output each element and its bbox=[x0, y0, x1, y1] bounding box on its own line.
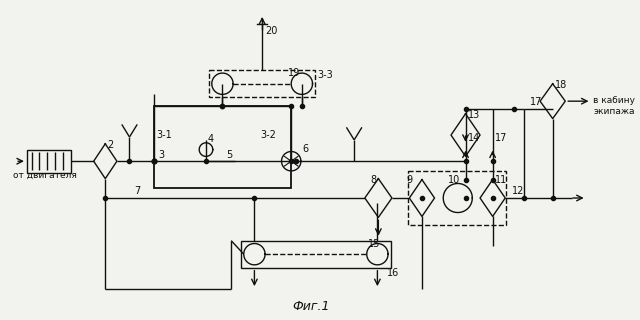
Bar bbox=[154, 106, 291, 188]
Bar bbox=[408, 171, 506, 225]
Text: 17: 17 bbox=[531, 97, 543, 107]
Bar bbox=[241, 241, 391, 268]
Text: 3: 3 bbox=[159, 149, 164, 160]
Text: 6: 6 bbox=[303, 144, 309, 154]
Text: 3-1: 3-1 bbox=[157, 130, 172, 140]
Bar bbox=[27, 149, 72, 173]
Text: 14: 14 bbox=[467, 133, 480, 143]
Text: 16: 16 bbox=[387, 268, 399, 278]
Text: 15: 15 bbox=[368, 239, 380, 249]
Text: 8: 8 bbox=[371, 175, 377, 185]
Text: в кабину
экипажа: в кабину экипажа bbox=[593, 96, 636, 116]
Text: 2: 2 bbox=[108, 140, 113, 150]
Text: 7: 7 bbox=[134, 186, 141, 196]
Text: от двигателя: от двигателя bbox=[13, 171, 77, 180]
Text: 11: 11 bbox=[495, 175, 507, 185]
Text: 12: 12 bbox=[512, 186, 524, 196]
Text: 9: 9 bbox=[406, 175, 413, 185]
Text: 19: 19 bbox=[287, 68, 300, 78]
Text: 3-3: 3-3 bbox=[317, 70, 333, 80]
Text: 20: 20 bbox=[265, 26, 278, 36]
Text: 13: 13 bbox=[468, 110, 481, 120]
Text: 3-2: 3-2 bbox=[260, 130, 276, 140]
Text: 17: 17 bbox=[495, 133, 507, 143]
Text: 4: 4 bbox=[208, 134, 214, 144]
Text: Фиг.1: Фиг.1 bbox=[292, 300, 330, 313]
Text: 5: 5 bbox=[227, 149, 232, 160]
Bar bbox=[209, 70, 316, 97]
Text: 10: 10 bbox=[448, 175, 460, 185]
Text: 18: 18 bbox=[555, 80, 567, 90]
